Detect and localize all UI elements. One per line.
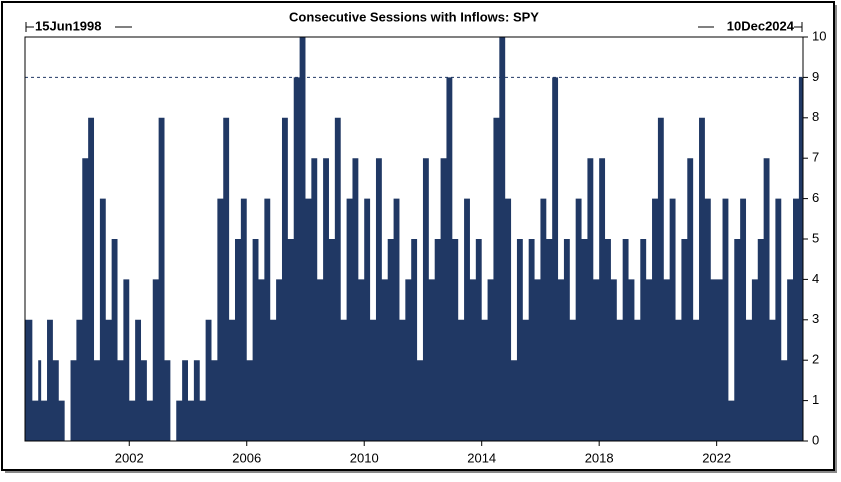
x-tick-label: 2010 [350, 450, 379, 465]
y-tick-label: 0 [812, 432, 819, 447]
y-tick-label: 9 [812, 69, 819, 84]
plot-border [24, 36, 804, 442]
y-tick-label: 6 [812, 190, 819, 205]
y-tick-label: 7 [812, 150, 819, 165]
y-tick-label: 4 [812, 271, 819, 286]
x-tick-label: 2022 [702, 450, 731, 465]
y-tick-label: 10 [812, 28, 826, 43]
chart-title: Consecutive Sessions with Inflows: SPY [289, 9, 539, 24]
x-tick-label: 2018 [585, 450, 614, 465]
x-tick-label: 2014 [467, 450, 496, 465]
step-area [25, 37, 803, 441]
x-tick-label: 2006 [232, 450, 261, 465]
y-tick-label: 2 [812, 352, 819, 367]
start-label: 15Jun1998 [35, 18, 102, 33]
y-tick-label: 8 [812, 109, 819, 124]
y-tick-label: 1 [812, 392, 819, 407]
end-label: 10Dec2024 [727, 18, 795, 33]
y-tick-label: 3 [812, 311, 819, 326]
y-tick-label: 5 [812, 230, 819, 245]
x-tick-label: 2002 [115, 450, 144, 465]
